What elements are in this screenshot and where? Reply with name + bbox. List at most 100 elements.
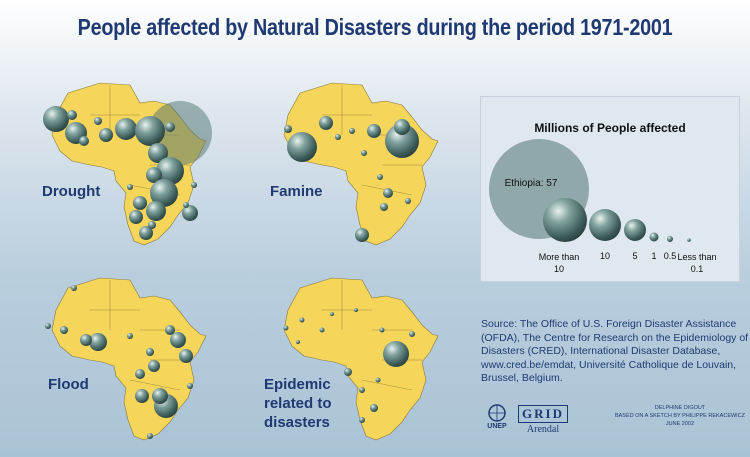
bubble	[385, 124, 419, 158]
legend-bubble-more-than-10	[543, 198, 587, 242]
bubble	[43, 106, 69, 132]
bubble	[127, 333, 133, 339]
flood-africa-svg	[45, 277, 207, 441]
legend-label-0-5: 0.5	[663, 251, 677, 261]
legend-label-10: 10	[599, 251, 610, 261]
bubble	[354, 308, 358, 312]
bubble	[335, 134, 341, 140]
legend-bubble-less-than-0-1	[687, 238, 691, 242]
credit-based-on: BASED ON A SKETCH BY PHILIPPE REKACEWICZ	[614, 413, 746, 419]
bubble	[152, 388, 168, 404]
country-borders	[322, 280, 422, 391]
flood-map: Flood	[30, 270, 230, 455]
map-label-famine: Famine	[270, 183, 323, 200]
map-label-drought: Drought	[42, 183, 101, 200]
famine-bubbles	[284, 116, 419, 242]
legend-label-5: 5	[632, 251, 638, 261]
bubble	[344, 368, 352, 376]
map-label-epidemic: Epidemic related to disasters	[264, 376, 332, 431]
bubble	[146, 201, 166, 221]
bubble	[135, 116, 165, 146]
bubble	[165, 325, 175, 335]
bubble	[283, 325, 289, 331]
bubble	[409, 331, 415, 337]
bubble	[359, 417, 365, 423]
bubble	[183, 202, 189, 208]
arendal-label: Arendal	[526, 424, 560, 435]
famine-map: Famine	[262, 75, 462, 260]
page-title: People affected by Natural Disasters dur…	[77, 14, 673, 40]
legend-bubble-0-5	[667, 236, 673, 242]
legend-label-1: 1	[651, 251, 657, 261]
grid-logo: GRID	[518, 405, 568, 423]
epidemic-bubbles	[283, 308, 415, 423]
bubble	[135, 389, 149, 403]
legend-label-more-than-10: More than 10	[538, 252, 580, 274]
bubble	[135, 369, 145, 379]
flood-bubbles	[45, 285, 193, 439]
bubble	[394, 119, 410, 135]
bubble	[383, 188, 393, 198]
credit-date: JUNE 2002	[665, 421, 695, 427]
bubble	[148, 360, 160, 372]
bubble	[99, 128, 113, 142]
bubble	[287, 132, 317, 162]
legend-bubble-10	[589, 209, 621, 241]
bubble	[79, 136, 89, 146]
bubble	[45, 323, 51, 329]
bubble	[182, 205, 198, 221]
bubble	[359, 387, 365, 393]
bubble	[156, 157, 184, 185]
epidemic-map: Epidemic related to disasters	[262, 270, 462, 455]
bubble	[380, 203, 388, 211]
bubble	[71, 285, 77, 291]
bubble	[405, 198, 411, 204]
africa-shape	[283, 82, 439, 246]
legend-bubble-5	[624, 219, 646, 241]
bubble	[383, 341, 409, 367]
bubble	[367, 124, 381, 138]
credit-author: DELPHINE DIGOUT	[654, 405, 706, 411]
bubble	[60, 326, 68, 334]
legend-label-less-than-0-1: Less than 0.1	[677, 252, 717, 274]
legend-title: Millions of People affected	[534, 121, 686, 135]
bubble	[191, 182, 197, 188]
country-borders	[90, 280, 190, 391]
legend-panel: Millions of People affected Ethiopia: 57…	[480, 96, 740, 282]
source-text: Source: The Office of U.S. Foreign Disas…	[481, 318, 749, 384]
bubble	[377, 174, 383, 180]
bubble	[115, 118, 137, 140]
bubble	[296, 340, 300, 344]
bubble	[170, 332, 186, 348]
bubble	[148, 143, 168, 163]
legend-bubble-1	[649, 232, 659, 242]
unep-logo-icon	[488, 404, 506, 422]
bubble	[370, 404, 378, 412]
bubble	[94, 117, 102, 125]
ethiopia-label: Ethiopia: 57	[504, 178, 558, 189]
epidemic-africa-svg	[283, 277, 439, 441]
bubble	[133, 196, 147, 210]
unep-label: UNEP	[487, 423, 507, 430]
bubble	[67, 110, 77, 120]
drought-africa-svg	[43, 82, 212, 246]
famine-africa-svg	[283, 82, 439, 246]
bubble	[330, 312, 334, 316]
bubble	[165, 122, 175, 132]
bubble	[129, 210, 143, 224]
bubble	[146, 348, 154, 356]
bubble	[80, 334, 92, 346]
bubble	[127, 184, 133, 190]
bubble	[147, 433, 153, 439]
legend-bubbles-svg	[489, 139, 691, 242]
bubble	[187, 383, 193, 389]
bubble	[319, 327, 325, 333]
bubble	[284, 125, 292, 133]
bubble	[179, 349, 193, 363]
bubble	[379, 327, 385, 333]
bubble	[139, 226, 153, 240]
bubble	[349, 128, 355, 134]
bubble	[319, 116, 333, 130]
drought-map: Drought	[30, 75, 230, 260]
credit-block: DELPHINE DIGOUT BASED ON A SKETCH BY PHI…	[612, 404, 748, 428]
